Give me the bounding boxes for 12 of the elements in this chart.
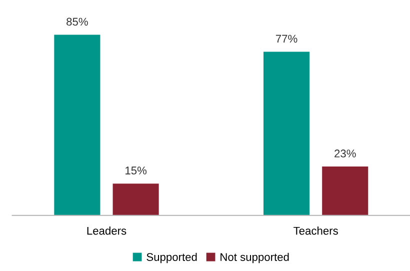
bar bbox=[322, 166, 368, 216]
data-label: 23% bbox=[334, 150, 356, 158]
bar bbox=[54, 34, 100, 216]
data-label: 15% bbox=[126, 166, 147, 174]
x-tick-label: Teachers bbox=[294, 226, 338, 235]
x-tick-label: Leaders bbox=[87, 226, 126, 235]
bar bbox=[112, 184, 159, 216]
legend-label: Supported bbox=[146, 252, 197, 264]
data-label: 85% bbox=[66, 18, 88, 26]
bar bbox=[263, 52, 310, 216]
data-label: 77% bbox=[276, 34, 298, 43]
legend-label: Not supported bbox=[220, 252, 289, 264]
